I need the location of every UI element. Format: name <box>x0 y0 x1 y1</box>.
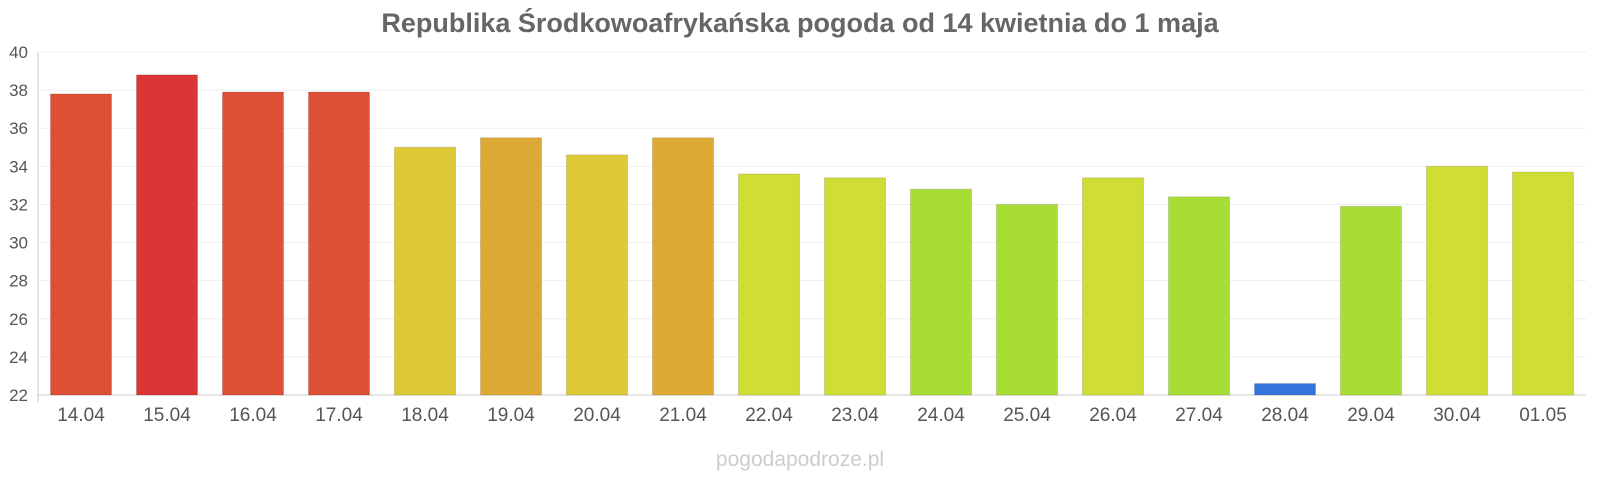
y-axis: 22 24 26 28 30 32 34 36 38 40 <box>9 43 39 405</box>
bar-15.04 <box>135 74 199 396</box>
bar-30.04 <box>1425 165 1489 396</box>
y-tick-label: 26 <box>9 310 28 329</box>
x-tick-label: 15.04 <box>143 405 191 426</box>
bar-22.04 <box>737 173 801 396</box>
x-tick-label: 29.04 <box>1347 405 1395 426</box>
bar-28.04 <box>1253 383 1317 396</box>
bar-25.04 <box>995 203 1059 396</box>
bar-01.05 <box>1511 171 1575 396</box>
bar-17.04 <box>307 91 371 396</box>
x-axis: 14.04 15.04 16.04 17.04 18.04 19.04 20.04 21.04… <box>57 405 1567 426</box>
bar-23.04 <box>823 177 887 396</box>
x-tick-label: 24.04 <box>917 405 965 426</box>
x-tick-label: 01.05 <box>1519 405 1567 426</box>
bar-14.04 <box>49 93 113 396</box>
x-tick-label: 16.04 <box>229 405 277 426</box>
bars <box>49 74 1575 396</box>
y-tick-label: 30 <box>9 234 28 253</box>
x-tick-label: 19.04 <box>487 405 535 426</box>
x-tick-label: 30.04 <box>1433 405 1481 426</box>
bar-16.04 <box>221 91 285 396</box>
y-tick-label: 24 <box>9 348 28 367</box>
x-tick-label: 27.04 <box>1175 405 1223 426</box>
y-tick-label: 34 <box>9 157 28 176</box>
y-tick-label: 40 <box>9 43 28 62</box>
x-tick-label: 21.04 <box>659 405 707 426</box>
x-tick-label: 25.04 <box>1003 405 1051 426</box>
bar-21.04 <box>651 137 715 396</box>
y-tick-label: 36 <box>9 119 28 138</box>
x-tick-label: 26.04 <box>1089 405 1137 426</box>
x-tick-label: 20.04 <box>573 405 621 426</box>
x-tick-label: 28.04 <box>1261 405 1309 426</box>
bar-29.04 <box>1339 205 1403 396</box>
bar-20.04 <box>565 154 629 396</box>
y-tick-label: 32 <box>9 195 28 214</box>
x-tick-label: 23.04 <box>831 405 879 426</box>
bar-18.04 <box>393 146 457 396</box>
bar-24.04 <box>909 188 973 396</box>
y-tick-label: 38 <box>9 81 28 100</box>
y-tick-label: 22 <box>9 386 28 405</box>
y-tick-label: 28 <box>9 272 28 291</box>
x-tick-label: 17.04 <box>315 405 363 426</box>
x-tick-label: 18.04 <box>401 405 449 426</box>
x-tick-label: 22.04 <box>745 405 793 426</box>
bar-26.04 <box>1081 177 1145 396</box>
gridlines <box>38 51 1586 396</box>
watermark: pogodapodroze.pl <box>715 448 885 471</box>
bar-27.04 <box>1167 196 1231 396</box>
chart-title: Republika Środkowoafrykańska pogoda od 1… <box>381 8 1219 38</box>
x-tick-label: 14.04 <box>57 405 105 426</box>
bar-19.04 <box>479 137 543 396</box>
